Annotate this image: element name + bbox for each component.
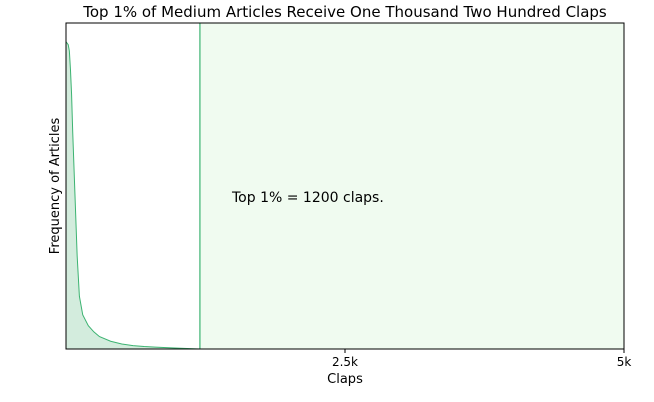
top-percent-region [199, 23, 625, 349]
y-axis-label: Frequency of Articles [48, 118, 63, 255]
chart-title: Top 1% of Medium Articles Receive One Th… [82, 3, 607, 21]
x-tick-label: 5k [617, 355, 632, 369]
x-tick-label: 2.5k [332, 355, 358, 369]
threshold-annotation: Top 1% = 1200 claps. [231, 190, 384, 206]
x-axis-label: Claps [327, 372, 363, 387]
density-area [66, 41, 200, 349]
density-line [65, 41, 624, 350]
plot-area: 2.5k 5k Top 1% = 1200 claps. [65, 22, 632, 369]
